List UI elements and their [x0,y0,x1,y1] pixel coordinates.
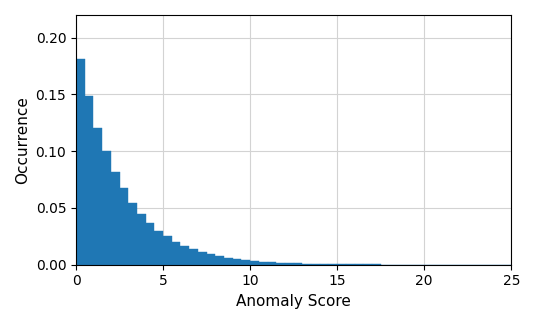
Bar [155,231,163,265]
Bar [337,264,346,265]
Bar [137,214,146,265]
Bar [302,263,311,265]
Bar [102,151,111,265]
Bar [268,262,276,265]
Bar [180,247,189,265]
Bar [311,264,320,265]
Bar [241,260,250,265]
Bar [189,249,198,265]
Bar [294,263,302,265]
Bar [146,223,155,265]
Bar [224,258,233,265]
Bar [207,254,215,265]
Bar [94,128,102,265]
Bar [346,264,355,265]
Bar [233,259,241,265]
Bar [119,189,128,265]
Bar [276,263,285,265]
Bar [215,256,224,265]
Bar [128,203,137,265]
X-axis label: Anomaly Score: Anomaly Score [236,294,351,309]
Bar [355,264,363,265]
Bar [111,172,119,265]
Bar [198,252,207,265]
Bar [76,59,85,265]
Bar [328,264,337,265]
Bar [163,236,172,265]
Bar [172,242,180,265]
Bar [285,263,294,265]
Bar [320,264,328,265]
Y-axis label: Occurrence: Occurrence [15,96,30,184]
Bar [85,96,94,265]
Bar [250,261,259,265]
Bar [259,262,268,265]
